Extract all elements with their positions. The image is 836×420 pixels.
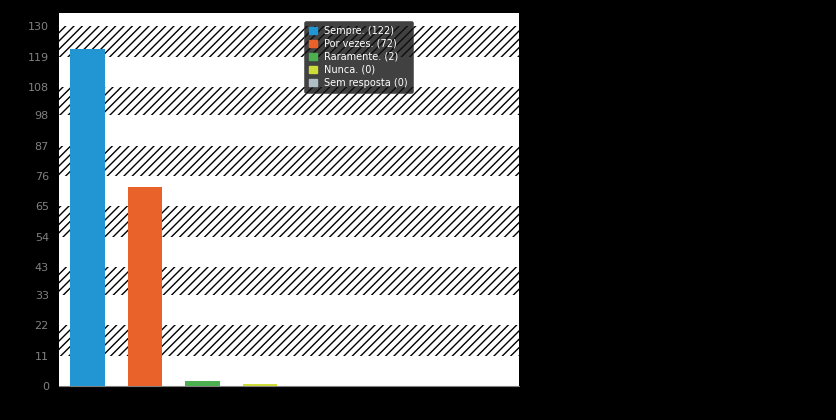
Legend: Sempre. (122), Por vezes. (72), Raramente. (2), Nunca. (0), Sem resposta (0): Sempre. (122), Por vezes. (72), Rarament…	[303, 21, 412, 92]
Bar	[185, 381, 220, 386]
Bar	[59, 176, 518, 206]
Bar	[59, 268, 518, 295]
Bar	[59, 57, 518, 87]
Bar	[59, 87, 518, 115]
Bar	[59, 326, 518, 356]
Bar	[59, 206, 518, 237]
Bar	[59, 295, 518, 326]
Bar	[59, 57, 518, 87]
Bar	[59, 176, 518, 206]
Bar	[59, 115, 518, 145]
Bar	[59, 356, 518, 386]
Bar	[59, 295, 518, 326]
Bar	[128, 187, 162, 386]
Bar	[59, 145, 518, 176]
Bar	[59, 237, 518, 268]
Bar	[59, 115, 518, 145]
Bar	[59, 26, 518, 57]
Bar	[70, 49, 104, 386]
Bar	[59, 237, 518, 268]
Bar	[59, 356, 518, 386]
Bar	[242, 383, 277, 386]
